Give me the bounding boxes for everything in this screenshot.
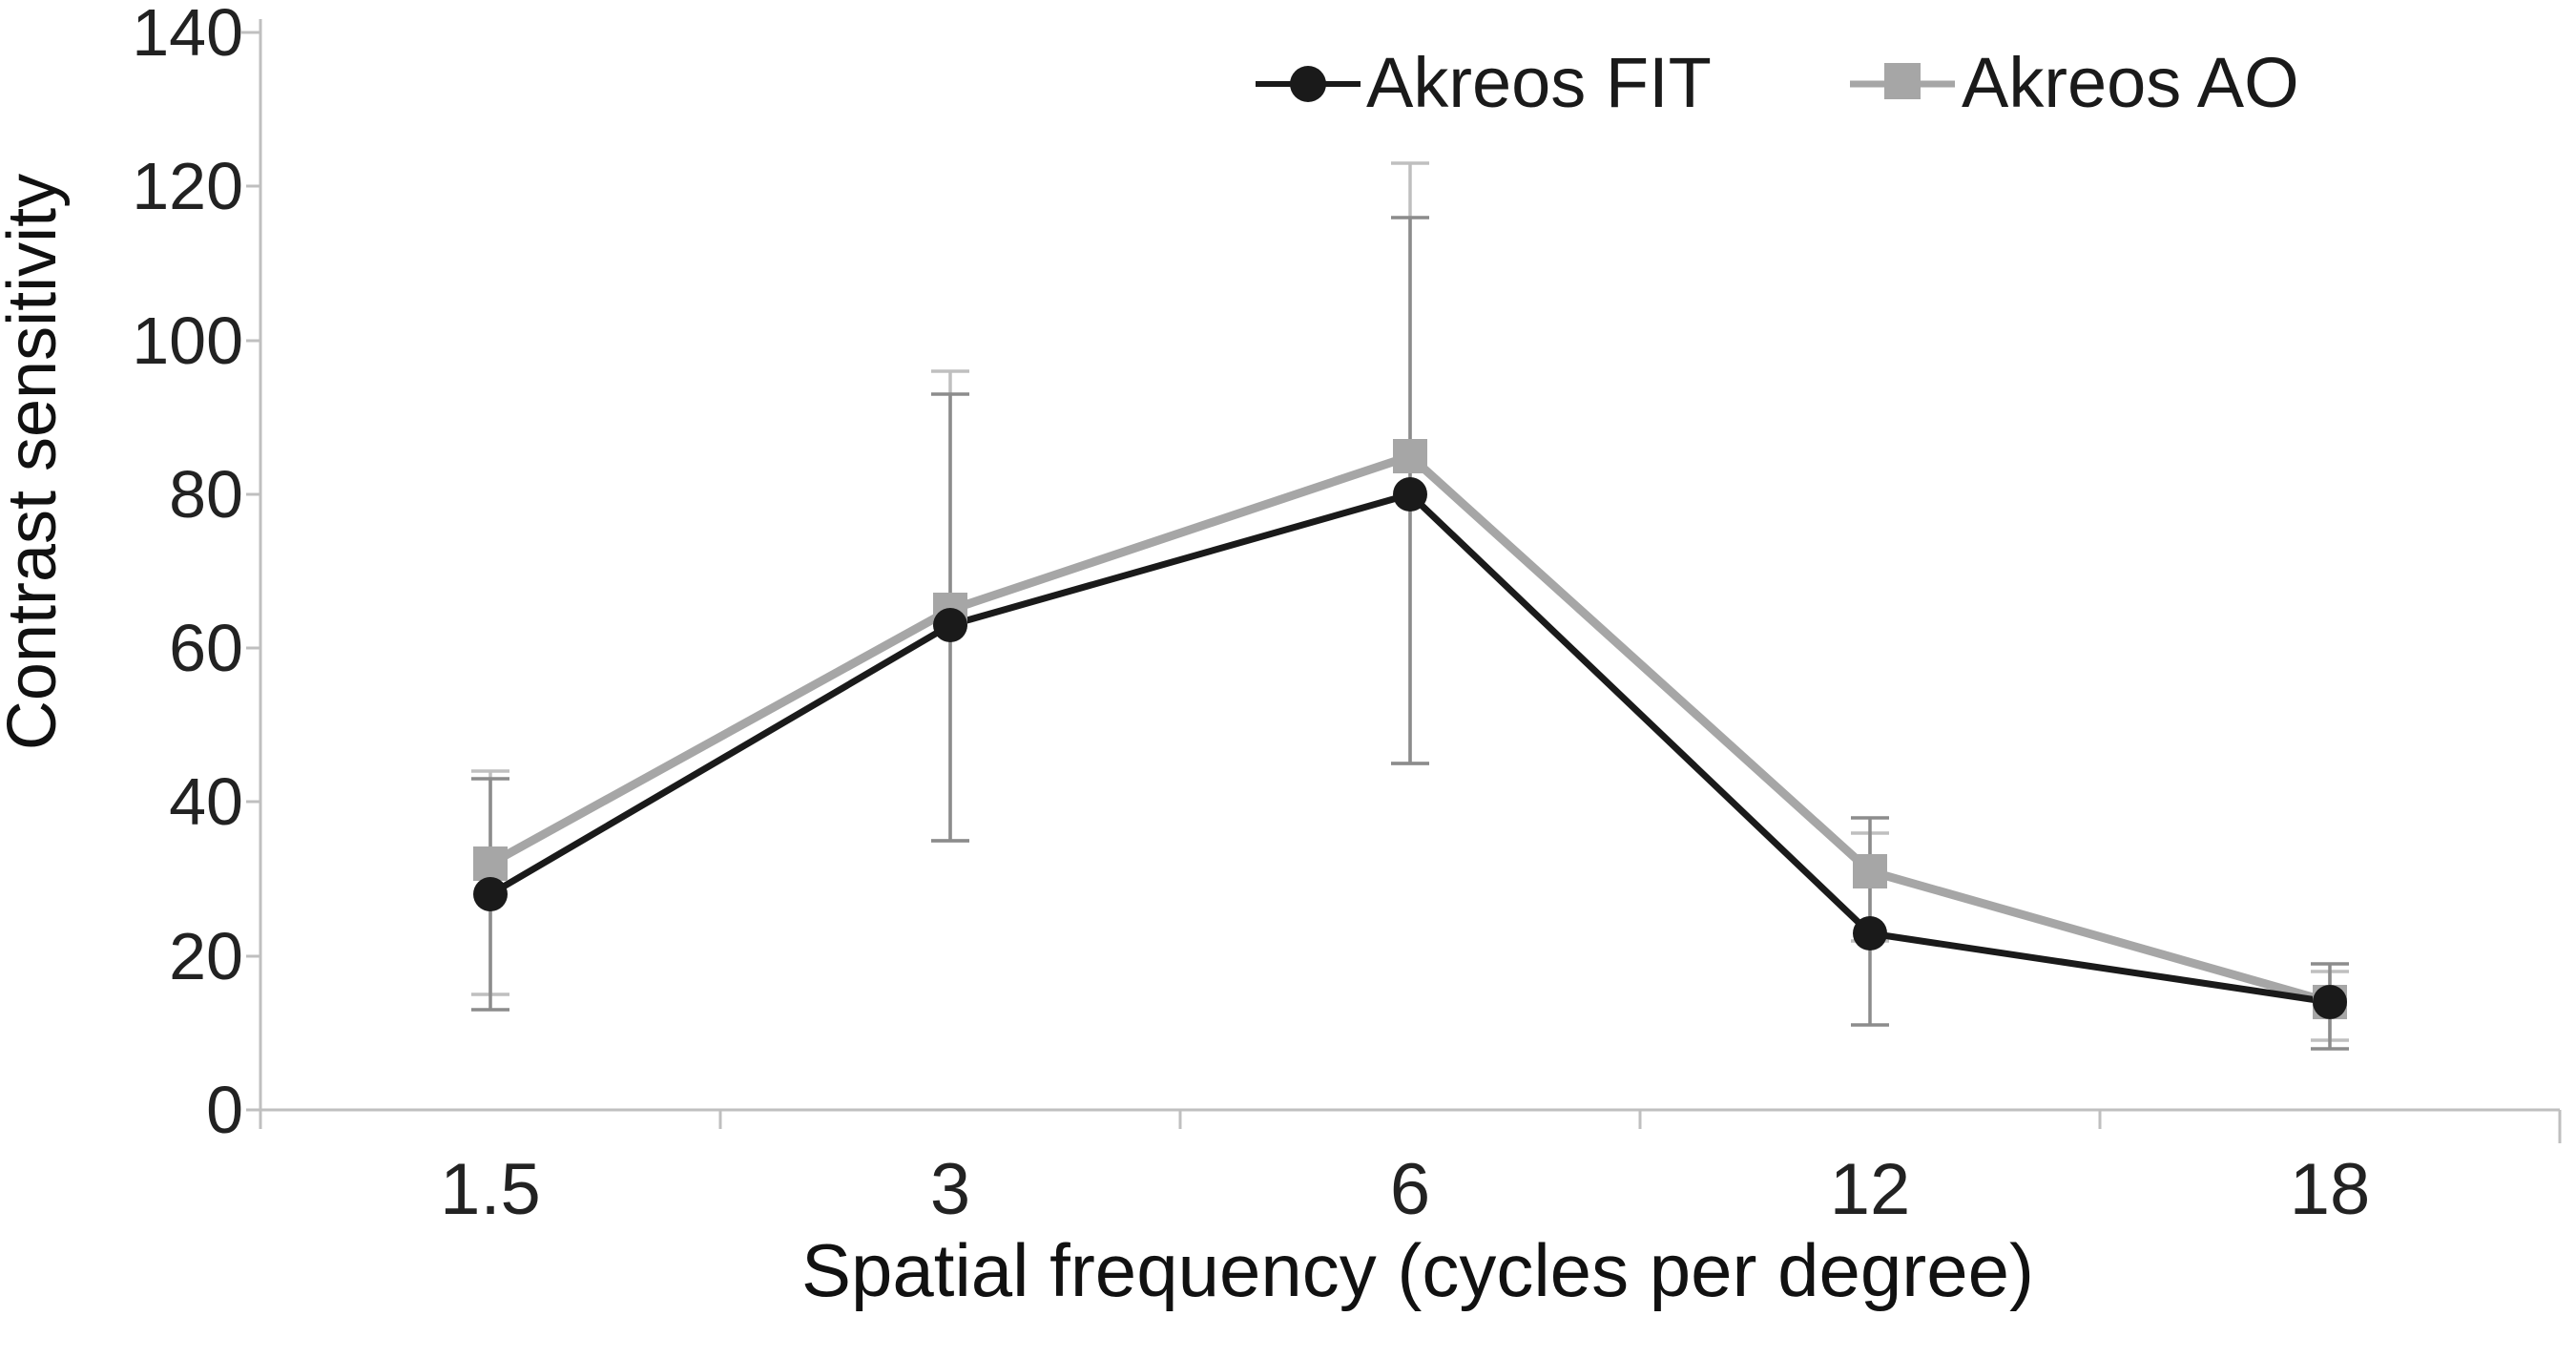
svg-text:1.5: 1.5 bbox=[440, 1149, 541, 1230]
svg-text:0: 0 bbox=[206, 1073, 243, 1147]
svg-text:Akreos FIT: Akreos FIT bbox=[1366, 43, 1712, 122]
svg-text:60: 60 bbox=[169, 611, 243, 685]
svg-text:120: 120 bbox=[132, 149, 243, 223]
svg-text:20: 20 bbox=[169, 919, 243, 993]
svg-text:18: 18 bbox=[2290, 1149, 2371, 1230]
svg-text:12: 12 bbox=[1830, 1149, 1911, 1230]
svg-text:80: 80 bbox=[169, 457, 243, 532]
svg-text:40: 40 bbox=[169, 764, 243, 839]
svg-text:Spatial frequency (cycles per: Spatial frequency (cycles per degree) bbox=[801, 1228, 2034, 1312]
svg-text:6: 6 bbox=[1390, 1149, 1430, 1230]
svg-text:100: 100 bbox=[132, 303, 243, 378]
svg-text:Contrast sensitivity: Contrast sensitivity bbox=[0, 174, 71, 750]
svg-text:3: 3 bbox=[930, 1149, 970, 1230]
svg-text:140: 140 bbox=[132, 0, 243, 70]
svg-text:Akreos AO: Akreos AO bbox=[1962, 43, 2299, 122]
